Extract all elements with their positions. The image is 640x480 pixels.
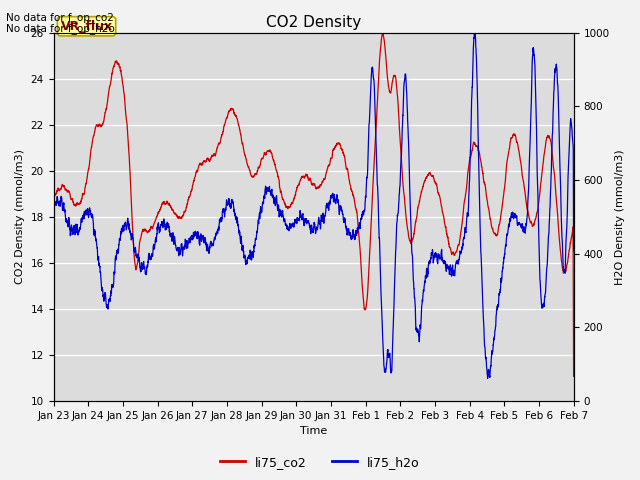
Text: No data for f_op_h2o: No data for f_op_h2o: [6, 23, 115, 34]
Title: CO2 Density: CO2 Density: [266, 15, 361, 30]
Y-axis label: CO2 Density (mmol/m3): CO2 Density (mmol/m3): [15, 149, 25, 284]
Text: No data for f_op_co2: No data for f_op_co2: [6, 12, 115, 23]
Text: VR_flux: VR_flux: [60, 20, 113, 33]
Y-axis label: H2O Density (mmol/m3): H2O Density (mmol/m3): [615, 149, 625, 285]
Legend: li75_co2, li75_h2o: li75_co2, li75_h2o: [215, 451, 425, 474]
X-axis label: Time: Time: [300, 426, 327, 436]
